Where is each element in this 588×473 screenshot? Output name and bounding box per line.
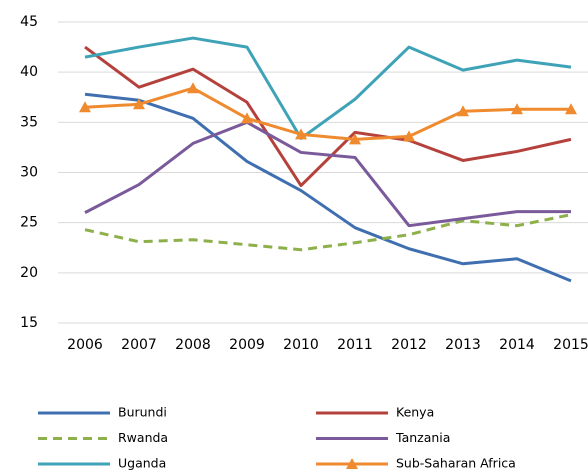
series-line [84, 45, 572, 188]
point-marker [511, 103, 523, 115]
legend-label: Burundi [118, 405, 167, 420]
series-line [84, 213, 572, 252]
point-marker [565, 103, 577, 115]
x-tick-label: 2012 [391, 337, 427, 353]
x-tick-label: 2015 [553, 337, 588, 353]
point-marker [349, 133, 361, 145]
point-marker [295, 128, 307, 140]
legend-marker [346, 458, 358, 469]
y-tick-label: 25 [20, 215, 38, 231]
series-line [84, 36, 572, 140]
y-tick-label: 35 [20, 114, 38, 130]
point-marker [241, 112, 253, 124]
legend-label: Uganda [118, 456, 166, 471]
x-tick-label: 2013 [445, 337, 481, 353]
y-tick-label: 15 [20, 315, 38, 331]
point-marker [79, 101, 91, 113]
x-tick-label: 2009 [229, 337, 265, 353]
y-tick-label: 45 [20, 14, 38, 30]
y-tick-label: 40 [20, 64, 38, 80]
series-line [84, 92, 572, 283]
point-marker [457, 105, 469, 117]
x-tick-label: 2007 [121, 337, 157, 353]
x-tick-label: 2010 [283, 337, 319, 353]
legend-label: Tanzania [395, 430, 450, 445]
series-line [84, 86, 571, 141]
point-marker [133, 98, 145, 110]
point-marker [187, 82, 199, 94]
series-line [84, 120, 571, 228]
x-tick-label: 2014 [499, 337, 535, 353]
y-tick-label: 20 [20, 265, 38, 281]
legend-label: Sub-Saharan Africa [396, 456, 516, 471]
x-tick-label: 2011 [337, 337, 373, 353]
x-tick-label: 2006 [67, 337, 103, 353]
y-tick-label: 30 [20, 165, 38, 181]
point-marker [403, 130, 415, 142]
x-tick-label: 2008 [175, 337, 211, 353]
legend-label: Kenya [396, 405, 434, 420]
legend-label: Rwanda [118, 430, 168, 445]
